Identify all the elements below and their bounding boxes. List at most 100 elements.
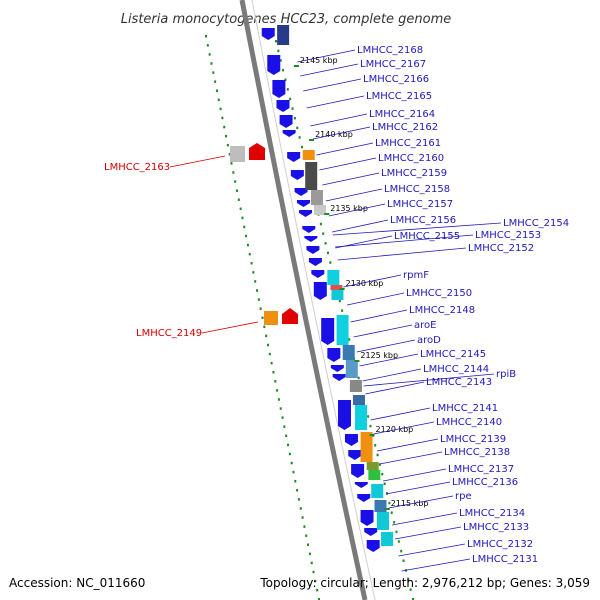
shading-block bbox=[336, 315, 349, 345]
gc-dot-inner bbox=[298, 136, 301, 139]
shading-block bbox=[310, 190, 323, 205]
gene-label: LMHCC_2141 bbox=[432, 403, 498, 414]
gc-dot-inner bbox=[338, 299, 341, 303]
gc-dot-outer bbox=[270, 361, 273, 365]
reverse-gene-arrow bbox=[249, 143, 265, 160]
gc-dot-outer bbox=[230, 162, 233, 165]
gc-dot-outer bbox=[228, 153, 231, 156]
gc-dot-inner bbox=[286, 88, 289, 91]
forward-gene-arrow bbox=[366, 540, 380, 552]
shading-block bbox=[345, 360, 358, 378]
label-leader bbox=[359, 353, 419, 367]
forward-gene-arrow bbox=[330, 365, 344, 372]
gene-label: LMHCC_2161 bbox=[375, 138, 441, 149]
reverse-gene-box bbox=[230, 146, 245, 162]
map-title: Listeria monocytogenes HCC23, complete g… bbox=[121, 12, 452, 27]
gc-dot-outer bbox=[237, 198, 240, 201]
gc-dot-outer bbox=[308, 552, 311, 556]
label-leader bbox=[365, 381, 425, 395]
gc-dot-inner bbox=[390, 511, 393, 514]
shading-block bbox=[352, 395, 365, 405]
label-leader bbox=[312, 126, 371, 140]
gene-label: LMHCC_2134 bbox=[459, 508, 525, 519]
gc-dot-inner bbox=[388, 501, 391, 505]
gene-label: LMHCC_2165 bbox=[366, 91, 432, 102]
label-leader bbox=[316, 142, 374, 156]
label-leader bbox=[306, 95, 365, 109]
gc-dot-outer bbox=[268, 352, 271, 356]
label-leader bbox=[383, 468, 447, 482]
shading-block bbox=[331, 290, 344, 300]
gene-label: LMHCC_2154 bbox=[503, 218, 569, 229]
gc-dot-outer bbox=[303, 525, 306, 528]
label-leader bbox=[310, 113, 368, 127]
gc-dot-inner bbox=[407, 578, 410, 582]
gc-dot-outer bbox=[318, 598, 320, 600]
gene-label: LMHCC_2133 bbox=[463, 522, 529, 533]
forward-gene-arrow bbox=[306, 246, 320, 254]
gc-dot-outer bbox=[215, 89, 218, 92]
gc-dot-inner bbox=[376, 453, 379, 457]
gc-dot-inner bbox=[348, 338, 351, 341]
gc-dot-inner bbox=[289, 97, 292, 101]
gene-label: LMHCC_2132 bbox=[467, 539, 533, 550]
forward-gene-arrow bbox=[272, 80, 286, 98]
forward-gene-arrow bbox=[282, 130, 296, 137]
gc-dot-inner bbox=[300, 145, 303, 149]
reverse-gene-arrow bbox=[282, 308, 298, 324]
gene-label: LMHCC_2156 bbox=[390, 215, 456, 226]
gc-dot-inner bbox=[378, 463, 381, 466]
label-leader bbox=[297, 49, 356, 63]
shading-block bbox=[302, 150, 315, 160]
gc-dot-outer bbox=[235, 189, 238, 192]
label-leader bbox=[385, 481, 451, 495]
shading-block bbox=[366, 462, 379, 470]
gc-dot-outer bbox=[292, 470, 295, 474]
gc-dot-inner bbox=[393, 521, 396, 524]
left-labels: LMHCC_2163 LMHCC_2149 bbox=[104, 155, 259, 339]
label-leader bbox=[332, 222, 502, 236]
gc-dot-inner bbox=[383, 482, 386, 486]
gc-dot-inner bbox=[277, 49, 280, 53]
gc-dot-outer bbox=[297, 498, 300, 501]
gene-label: aroE bbox=[414, 320, 436, 331]
gene-label: LMHCC_2162 bbox=[372, 122, 438, 133]
gene-label: LMHCC_2163 bbox=[104, 162, 170, 173]
gene-label: LMHCC_2150 bbox=[406, 288, 472, 299]
gc-dot-outer bbox=[252, 271, 255, 274]
gene-label: LMHCC_2140 bbox=[436, 417, 502, 428]
gene-label: LMHCC_2144 bbox=[423, 364, 489, 375]
shading-block bbox=[368, 470, 381, 480]
gc-dot-outer bbox=[265, 334, 268, 338]
label-leader bbox=[328, 203, 386, 217]
gene-label: LMHCC_2158 bbox=[384, 184, 450, 195]
gc-content-track bbox=[205, 35, 414, 600]
gc-dot-outer bbox=[277, 398, 280, 401]
gene-label: LMHCC_2166 bbox=[363, 74, 429, 85]
label-leader bbox=[394, 526, 462, 540]
gc-dot-outer bbox=[299, 507, 302, 510]
label-leader bbox=[398, 543, 466, 557]
gc-dot-inner bbox=[412, 598, 414, 600]
gc-dot-outer bbox=[294, 479, 297, 483]
forward-gene-arrow bbox=[351, 464, 365, 478]
gc-dot-outer bbox=[296, 489, 299, 492]
label-leader bbox=[363, 373, 495, 387]
gene-label: LMHCC_2164 bbox=[369, 109, 435, 120]
forward-gene-arrow bbox=[299, 210, 313, 217]
label-leader bbox=[373, 421, 435, 435]
label-leader bbox=[343, 274, 402, 288]
gc-dot-inner bbox=[279, 59, 282, 62]
gc-dot-outer bbox=[250, 262, 253, 265]
shading-block bbox=[314, 205, 327, 215]
gc-dot-inner bbox=[409, 588, 412, 591]
forward-gene-arrow bbox=[290, 170, 304, 180]
gene-label: rpe bbox=[455, 491, 472, 502]
forward-gene-arrow bbox=[261, 28, 275, 40]
gene-label: LMHCC_2168 bbox=[357, 45, 423, 56]
gene-label: LMHCC_2131 bbox=[472, 554, 538, 565]
gc-dot-outer bbox=[279, 407, 282, 410]
label-leader bbox=[319, 157, 377, 171]
gc-dot-outer bbox=[208, 53, 211, 56]
gc-dot-inner bbox=[374, 444, 377, 447]
